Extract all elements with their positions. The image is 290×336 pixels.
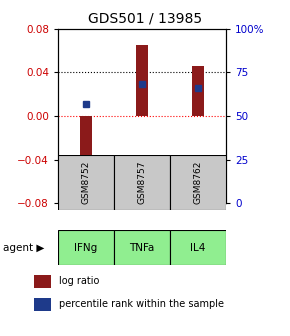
Text: IFNg: IFNg: [75, 243, 98, 253]
Bar: [170, 155, 226, 210]
Bar: [114, 155, 170, 210]
Text: GDS501 / 13985: GDS501 / 13985: [88, 12, 202, 26]
Text: TNFa: TNFa: [129, 243, 155, 253]
Text: log ratio: log ratio: [59, 277, 99, 286]
Bar: [58, 155, 114, 210]
Text: GSM8752: GSM8752: [81, 161, 90, 204]
Bar: [192, 66, 204, 116]
Bar: [58, 230, 114, 265]
Text: GSM8757: GSM8757: [137, 161, 147, 204]
Bar: [34, 275, 51, 288]
Bar: [34, 298, 51, 311]
Text: IL4: IL4: [191, 243, 206, 253]
Bar: [114, 230, 170, 265]
Text: agent ▶: agent ▶: [3, 243, 44, 253]
Bar: [170, 230, 226, 265]
Bar: [80, 116, 92, 187]
Text: percentile rank within the sample: percentile rank within the sample: [59, 299, 224, 309]
Text: GSM8762: GSM8762: [194, 161, 203, 204]
Bar: [136, 45, 148, 116]
